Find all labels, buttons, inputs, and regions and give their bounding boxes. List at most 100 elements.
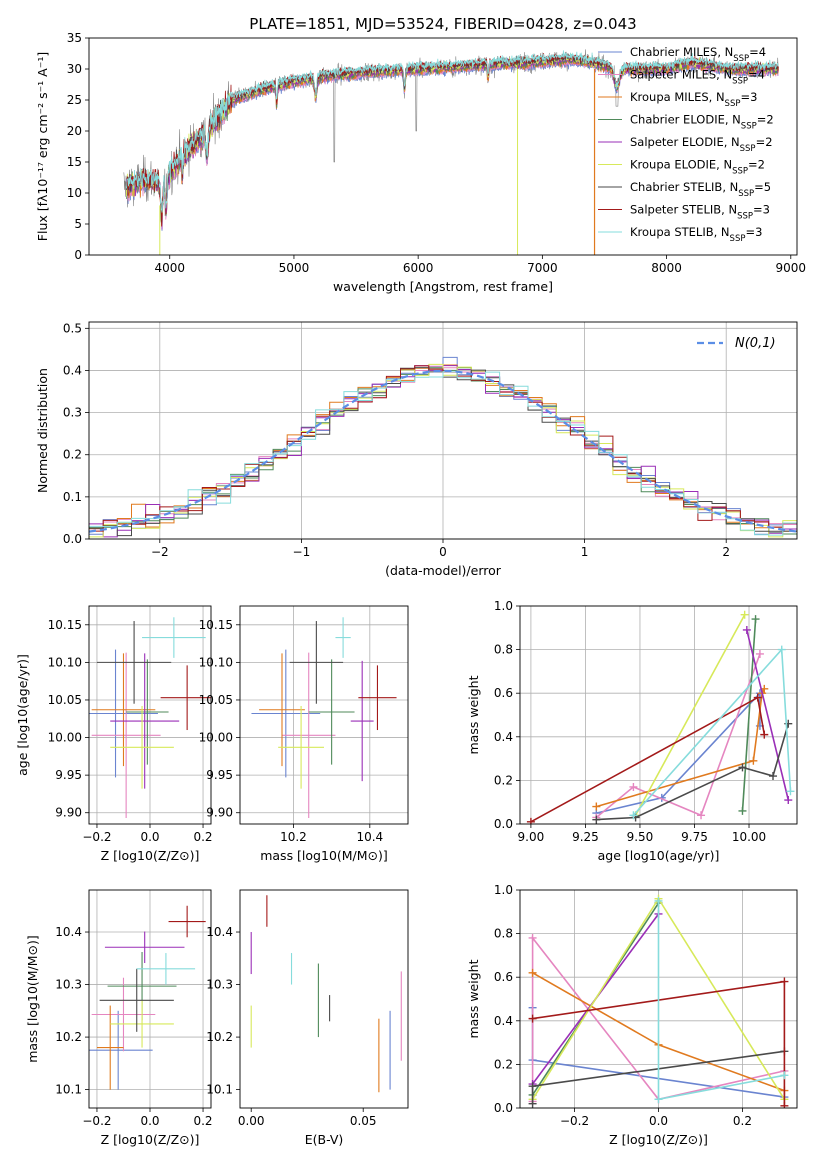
y-axis-label: age [log10(age/yr)]: [15, 654, 30, 776]
series-salpeter-elodie: [742, 625, 793, 805]
x-tick-label: 10.00: [732, 830, 766, 844]
y-tick-label: 10.10: [199, 655, 233, 669]
legend-entry: Chabrier ELODIE, NSSP=2: [630, 113, 774, 132]
series-chabrier-elodie: [738, 615, 760, 815]
errorbar-salpeter-stelib: [168, 905, 206, 938]
errorbar-chabrier-elodie: [126, 659, 169, 765]
errorbar-chabrier-stelib: [289, 621, 344, 704]
errorbar-kroupa-stelib: [136, 953, 196, 985]
y-tick-label: 1.0: [494, 883, 513, 897]
series-kroupa-elodie: [631, 610, 749, 820]
plot-area: [526, 610, 795, 824]
x-tick-label: 9.50: [627, 830, 654, 844]
y-tick-label: 0.2: [494, 773, 513, 787]
y-tick-label: 1.0: [494, 599, 513, 613]
axes-frame: [88, 889, 212, 1109]
y-tick-label: 10.2: [55, 1030, 82, 1044]
data-point: [528, 933, 537, 942]
data-point: [526, 817, 535, 824]
series-kroupa-stelib: [629, 645, 795, 820]
data-point: [769, 772, 778, 781]
x-tick-label: 6000: [403, 261, 434, 275]
y-tick-label: 10.15: [48, 618, 82, 632]
y-tick-label: 30: [67, 62, 82, 76]
y-tick-label: 35: [67, 31, 82, 45]
x-tick-label: 5000: [279, 261, 310, 275]
y-tick-label: 10.15: [199, 618, 233, 632]
errorbar-kroupa-elodie: [278, 705, 324, 789]
plot-area: [123, 49, 779, 255]
x-tick-label: −2: [151, 545, 169, 559]
x-tick-label: 0.05: [350, 1114, 377, 1128]
y-tick-label: 0: [74, 248, 82, 262]
data-point: [738, 763, 747, 772]
chart-title: PLATE=1851, MJD=53524, FIBERID=0428, z=0…: [249, 15, 636, 33]
errorbar-kroupa-stelib: [142, 617, 206, 658]
y-tick-label: 9.90: [55, 806, 82, 820]
errorbar-kroupa-stelib: [335, 617, 351, 658]
x-tick-label: 4000: [154, 261, 185, 275]
data-point: [738, 806, 747, 815]
y-axis-label: mass [log10(M/M⊙)]: [25, 935, 40, 1063]
histogram-kroupa-stelib: [89, 371, 797, 536]
panel-residuals: −2 −1 0 1 2 0.0 0.1 0.2 0.3 0.4 0.5 (data-model)/er…: [35, 321, 798, 578]
legend-entry: Salpeter ELODIE, NSSP=2: [630, 135, 773, 154]
y-tick-label: 0.8: [494, 927, 513, 941]
y-axis-label: mass weight: [466, 959, 481, 1038]
series-line: [634, 614, 746, 816]
panel-mass_vs_ebv: 0.00 0.05 10.1 10.2 10.3 10.4 E(B-V): [206, 889, 409, 1147]
y-tick-label: 10.3: [206, 978, 233, 992]
x-tick-label: 1: [581, 545, 589, 559]
x-tick-label: 9000: [776, 261, 807, 275]
y-tick-label: 5: [74, 217, 82, 231]
data-point: [780, 1071, 789, 1080]
errorbar-chabrier-stelib: [96, 621, 172, 704]
histogram-chabrier-miles: [89, 356, 797, 535]
plot-area: [89, 617, 211, 818]
data-point: [742, 625, 751, 634]
y-tick-label: 10.00: [199, 731, 233, 745]
y-tick-label: 10.3: [55, 978, 82, 992]
y-tick-label: 20: [67, 124, 82, 138]
x-tick-label: 0.2: [193, 830, 212, 844]
x-axis-label: (data-model)/error: [385, 563, 502, 578]
axes-frame: [88, 321, 798, 540]
panel-age_vs_mass: 10.2 10.4 9.90 9.95 10.00 10.05 10.10 10.15 mass…: [199, 605, 409, 863]
data-point: [697, 811, 706, 820]
y-tick-label: 10.1: [206, 1083, 233, 1097]
y-tick-label: 9.90: [206, 806, 233, 820]
x-tick-label: 0.2: [193, 1114, 212, 1128]
panel-weight_vs_age: 9.00 9.25 9.50 9.75 10.00 0.0 0.2 0.4 0.6 0.8 1.0 a…: [466, 599, 798, 863]
data-point: [755, 649, 764, 658]
y-axis-label: Normed distribution: [35, 368, 50, 493]
x-axis-label: Z [log10(Z/Z⊙)]: [609, 1132, 708, 1147]
errorbar-kroupa-miles: [96, 1005, 124, 1090]
data-point: [780, 1101, 789, 1108]
errorbar-salpeter-stelib: [160, 665, 211, 731]
y-tick-label: 10.2: [206, 1030, 233, 1044]
data-point: [654, 896, 663, 905]
legend-entry: Salpeter STELIB, NSSP=3: [630, 203, 770, 222]
x-tick-label: 0: [439, 545, 447, 559]
series-line: [595, 653, 761, 819]
y-axis-label: Flux [fλ10⁻¹⁷ erg cm⁻² s⁻¹ A⁻¹]: [35, 52, 50, 241]
y-axis-label: mass weight: [466, 675, 481, 754]
panel-weight_vs_Z: −0.2 0.0 0.2 0.0 0.2 0.4 0.6 0.8 1.0 Z [log10(Z/Z…: [466, 883, 798, 1147]
x-tick-label: 7000: [527, 261, 558, 275]
axes-frame: [519, 605, 798, 825]
x-tick-label: 9.75: [681, 830, 708, 844]
y-tick-label: 0.6: [494, 686, 513, 700]
y-tick-label: 10.4: [55, 925, 82, 939]
x-tick-label: 9.25: [572, 830, 599, 844]
x-tick-label: 0.2: [733, 1114, 752, 1128]
legend-entry: Kroupa MILES, NSSP=3: [630, 90, 757, 109]
axes-frame: [88, 605, 212, 825]
data-point: [528, 1082, 537, 1091]
data-point: [592, 815, 601, 824]
data-point: [528, 968, 537, 977]
y-tick-label: 10: [67, 186, 82, 200]
x-tick-label: −0.2: [82, 830, 111, 844]
x-tick-label: −0.2: [82, 1114, 111, 1128]
data-point: [528, 1099, 537, 1108]
x-axis-label: wavelength [Angstrom, rest frame]: [333, 279, 553, 294]
